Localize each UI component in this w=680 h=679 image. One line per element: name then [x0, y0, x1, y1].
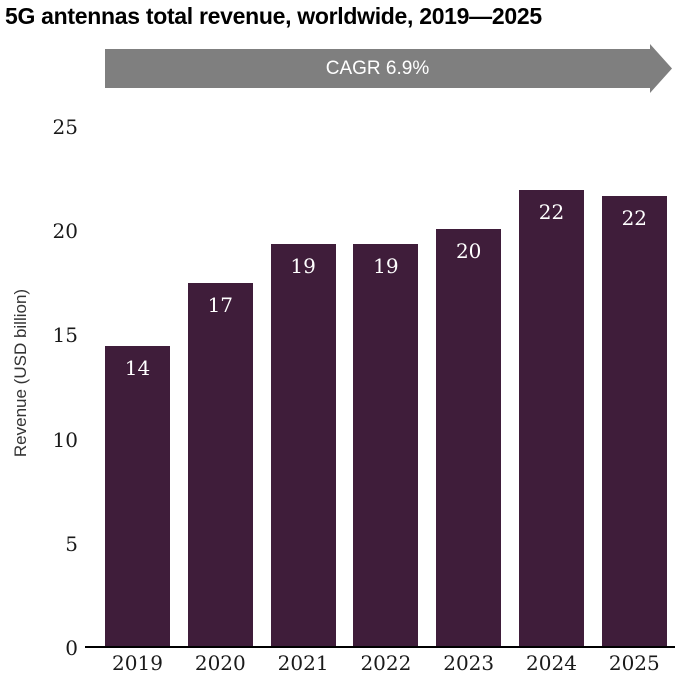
x-tick-label: 2020 [194, 651, 246, 675]
bar-value-label: 14 [124, 356, 151, 380]
y-axis-title: Revenue (USD billion) [11, 288, 30, 458]
bar-value-label: 19 [373, 254, 399, 278]
bar: 22 [601, 196, 667, 646]
x-tick-label: 2022 [360, 651, 412, 675]
bar-value-label: 22 [538, 200, 565, 224]
x-tick-label: 2024 [526, 651, 577, 675]
x-tick-label: 2025 [608, 651, 660, 675]
x-axis-line [93, 646, 675, 648]
chart-title: 5G antennas total revenue, worldwide, 20… [5, 3, 542, 29]
bar-value-label: 22 [621, 206, 648, 230]
x-tick-label: 2021 [277, 651, 329, 675]
cagr-label: CAGR 6.9% [325, 57, 430, 79]
arrow-right-icon [105, 44, 672, 93]
bar: 19 [270, 244, 336, 646]
bar: 20 [436, 229, 502, 646]
bar: 14 [105, 346, 170, 646]
bar: 19 [353, 244, 419, 646]
y-tick-label: 10 [52, 427, 78, 452]
y-tick-label: 0 [65, 636, 78, 660]
bar: 17 [187, 283, 253, 646]
x-tick-label: 2019 [112, 651, 163, 675]
cagr-banner: CAGR 6.9% [105, 44, 675, 93]
bar: 22 [519, 190, 584, 646]
bar-value-label: 17 [207, 293, 234, 317]
zero-tick-mark [85, 646, 93, 648]
y-tick-label: 15 [52, 323, 78, 348]
y-tick-label: 5 [65, 531, 78, 556]
y-tick-label: 25 [52, 115, 78, 139]
bar-value-label: 19 [290, 254, 316, 278]
bar-value-label: 20 [455, 239, 482, 263]
x-tick-label: 2023 [443, 651, 495, 675]
y-tick-label: 20 [52, 219, 78, 244]
